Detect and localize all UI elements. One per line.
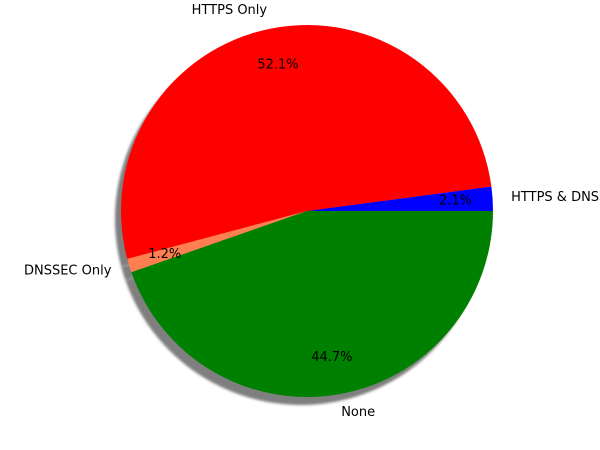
pie-slices	[121, 24, 494, 398]
slice-label-none: None	[341, 405, 375, 420]
pie-slice-none	[131, 211, 494, 398]
pie-slice-https-dnssec	[307, 186, 493, 211]
slice-label-dnssec-only: DNSSEC Only	[24, 264, 112, 279]
slice-label-https-dnssec: HTTPS & DNSSEC	[511, 190, 600, 205]
slice-percent-none: 44.7%	[311, 350, 352, 365]
slice-percent-https-dnssec: 2.1%	[439, 194, 472, 209]
slice-label-https-only: HTTPS Only	[192, 3, 268, 18]
pie-slice-dnssec-only	[127, 211, 307, 273]
slice-percent-dnssec-only: 1.2%	[148, 247, 181, 262]
slice-percent-https-only: 52.1%	[257, 58, 298, 73]
pie-slice-https-only	[121, 24, 492, 259]
pie-labels: HTTPS & DNSSEC 2.1% HTTPS Only 52.1% DNSSEC …	[24, 3, 600, 420]
